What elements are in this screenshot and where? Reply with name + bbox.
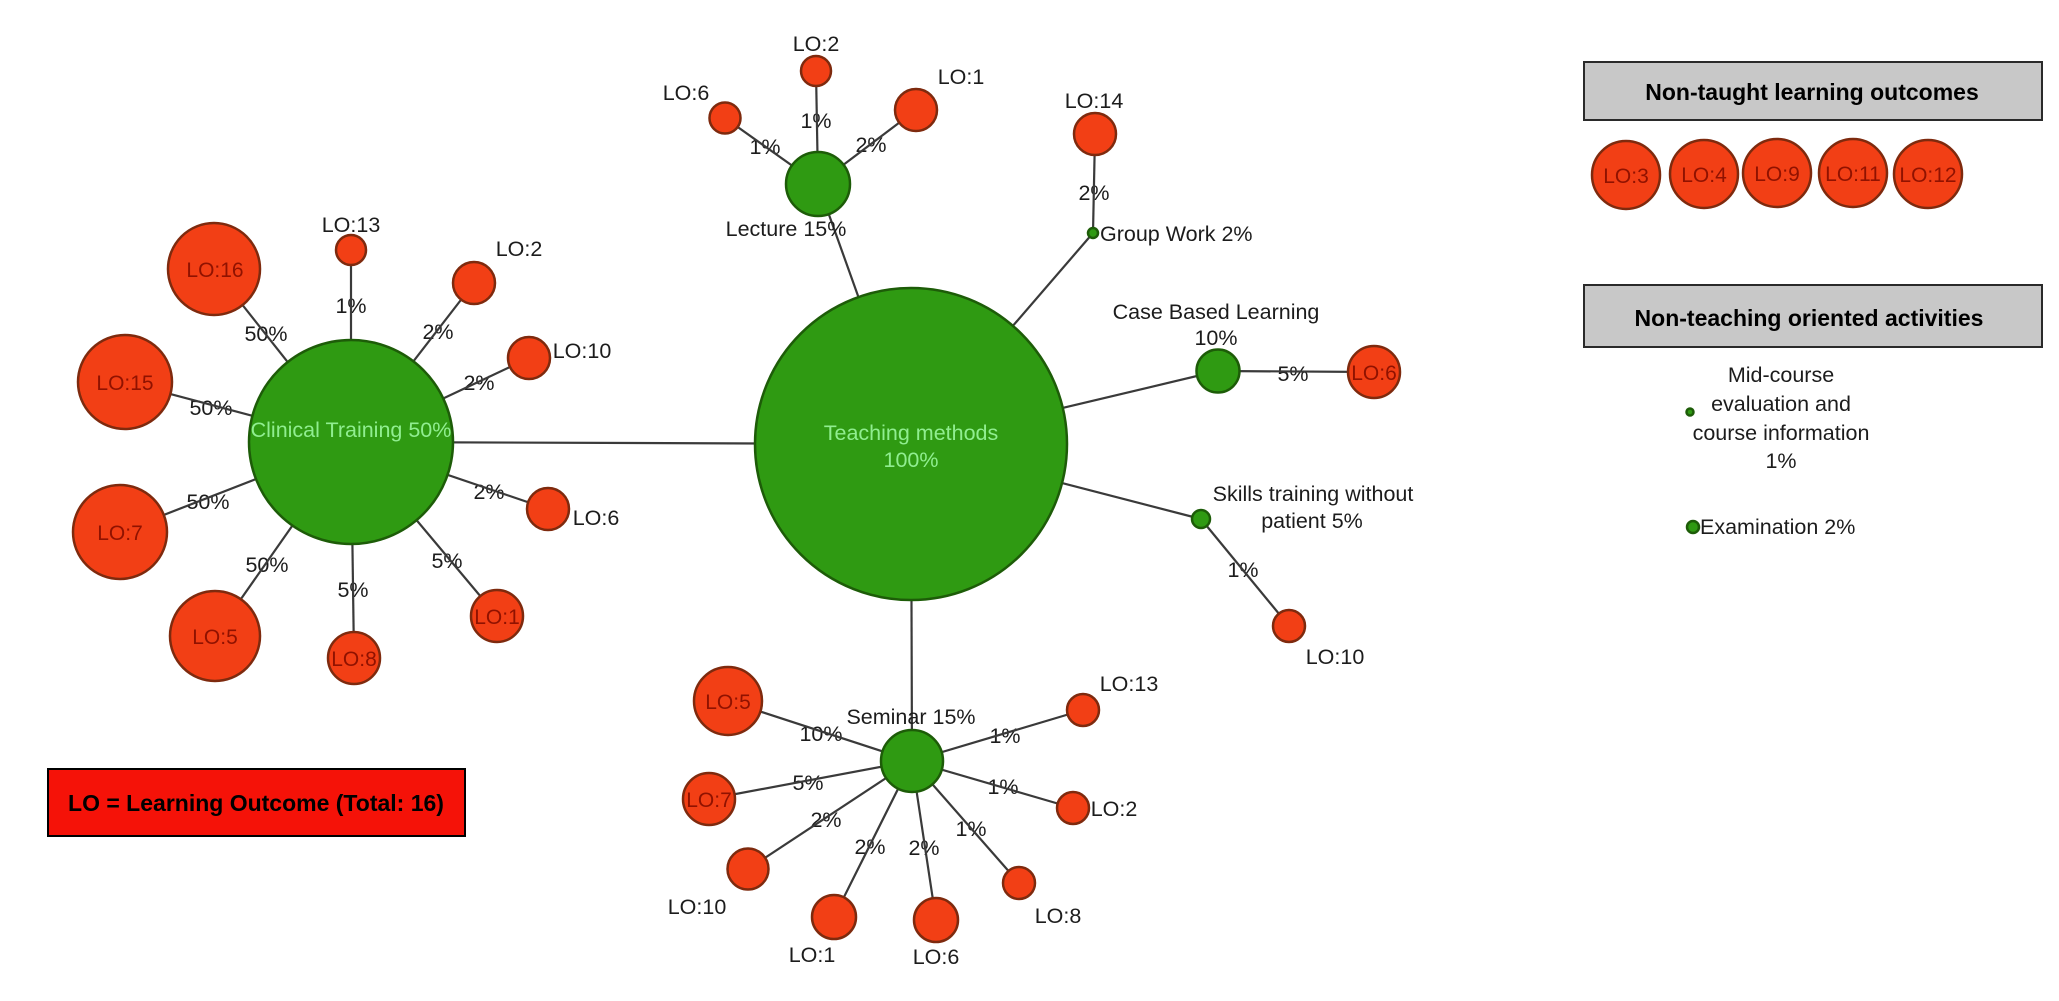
svg-text:100%: 100% [884, 448, 939, 472]
svg-text:LO:1: LO:1 [789, 943, 836, 967]
svg-text:LO:13: LO:13 [1100, 672, 1159, 696]
svg-text:LO:11: LO:11 [1825, 163, 1881, 186]
svg-text:Non-teaching oriented activiti: Non-teaching oriented activities [1635, 305, 1984, 331]
svg-text:1%: 1% [1765, 449, 1796, 473]
svg-text:LO = Learning Outcome (Total:: LO = Learning Outcome (Total: 16) [68, 790, 444, 816]
svg-text:LO:15: LO:15 [96, 372, 153, 395]
svg-text:LO:14: LO:14 [1065, 89, 1124, 113]
svg-text:LO:12: LO:12 [1899, 164, 1956, 187]
svg-text:2%: 2% [422, 320, 453, 344]
svg-text:Teaching methods: Teaching methods [824, 421, 999, 445]
svg-text:Case Based Learning: Case Based Learning [1113, 300, 1320, 324]
svg-text:LO:9: LO:9 [1754, 163, 1800, 186]
svg-text:LO:6: LO:6 [1351, 362, 1397, 385]
svg-text:Group Work 2%: Group Work 2% [1100, 222, 1253, 246]
svg-text:50%: 50% [245, 553, 288, 577]
svg-text:5%: 5% [1277, 362, 1308, 386]
svg-text:Seminar 15%: Seminar 15% [846, 705, 975, 729]
svg-text:LO:8: LO:8 [1035, 904, 1082, 928]
svg-text:LO:10: LO:10 [1306, 645, 1365, 669]
svg-text:patient 5%: patient 5% [1261, 509, 1363, 533]
svg-text:LO:6: LO:6 [573, 506, 620, 530]
svg-text:LO:2: LO:2 [793, 32, 840, 56]
svg-text:LO:4: LO:4 [1681, 164, 1727, 187]
svg-text:50%: 50% [186, 490, 229, 514]
svg-text:Mid-course: Mid-course [1728, 363, 1834, 387]
svg-text:Non-taught learning outcomes: Non-taught learning outcomes [1645, 79, 1979, 105]
svg-text:10%: 10% [1194, 326, 1237, 350]
svg-text:Lecture 15%: Lecture 15% [726, 217, 847, 241]
svg-text:Clinical Training 50%: Clinical Training 50% [251, 418, 452, 442]
svg-text:Examination 2%: Examination 2% [1700, 515, 1855, 539]
svg-text:LO:7: LO:7 [686, 789, 732, 812]
svg-text:LO:3: LO:3 [1603, 165, 1649, 188]
svg-text:LO:6: LO:6 [913, 945, 960, 969]
svg-text:LO:2: LO:2 [496, 237, 543, 261]
svg-text:LO:10: LO:10 [668, 895, 727, 919]
svg-text:evaluation and: evaluation and [1711, 392, 1851, 416]
svg-text:LO:5: LO:5 [192, 626, 238, 649]
svg-text:LO:2: LO:2 [1091, 797, 1138, 821]
svg-text:LO:6: LO:6 [663, 81, 710, 105]
svg-text:course information: course information [1693, 421, 1870, 445]
svg-text:2%: 2% [463, 371, 494, 395]
svg-text:LO:10: LO:10 [553, 339, 612, 363]
svg-text:LO:7: LO:7 [97, 522, 143, 545]
svg-text:LO:1: LO:1 [474, 606, 520, 629]
svg-text:LO:1: LO:1 [938, 65, 985, 89]
svg-text:LO:8: LO:8 [331, 648, 377, 671]
svg-text:LO:5: LO:5 [705, 691, 751, 714]
svg-text:LO:16: LO:16 [186, 259, 243, 282]
svg-text:Skills training without: Skills training without [1213, 482, 1414, 506]
svg-text:LO:13: LO:13 [322, 213, 381, 237]
